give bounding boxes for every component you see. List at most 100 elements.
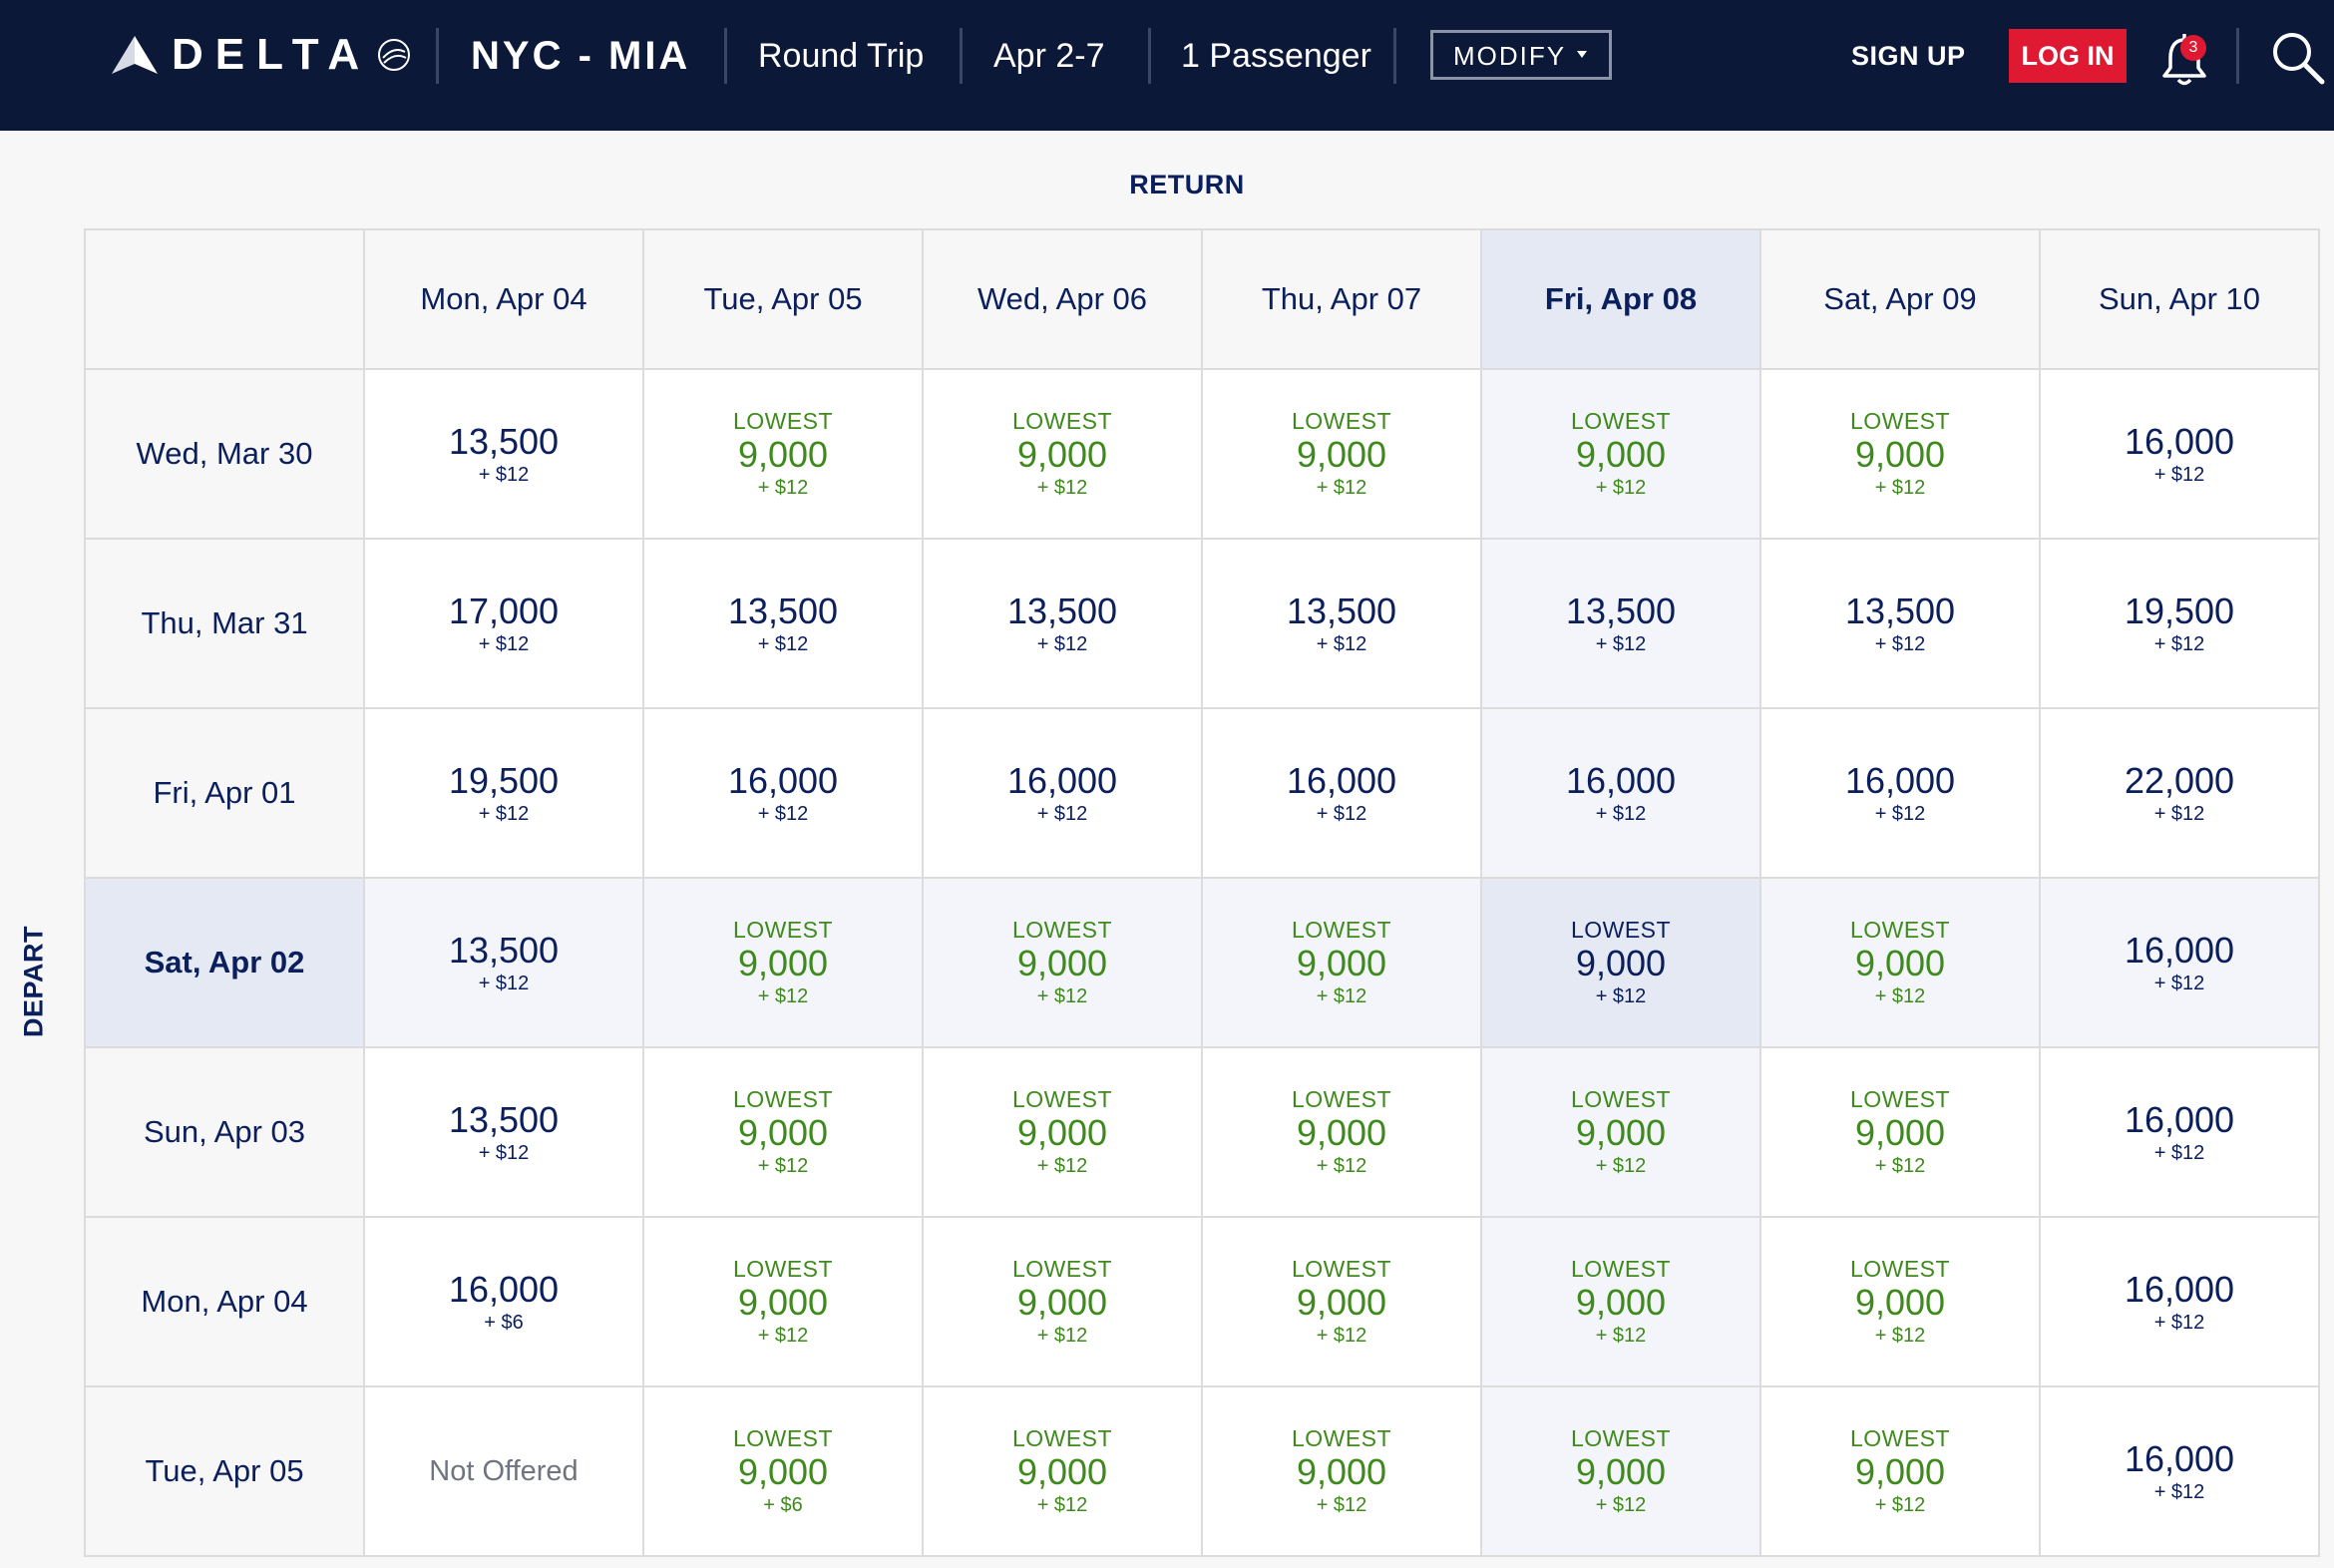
depart-date-header[interactable]: Fri, Apr 01	[86, 709, 365, 879]
fare-fee: + $12	[1316, 477, 1367, 499]
fare-fee: + $12	[1316, 1155, 1367, 1177]
fare-cell[interactable]: LOWEST 9,000 + $12	[1203, 1048, 1482, 1218]
return-date-header[interactable]: Fri, Apr 08	[1482, 230, 1761, 370]
fare-cell[interactable]: LOWEST 9,000 + $12	[1203, 1387, 1482, 1557]
fare-cell[interactable]: 13,500 + $12	[1761, 540, 2041, 709]
fare-cell[interactable]: 16,000 + $12	[924, 709, 1203, 879]
fare-miles: 16,000	[448, 1269, 560, 1310]
lowest-badge: LOWEST	[732, 1425, 834, 1451]
lowest-badge: LOWEST	[1011, 917, 1113, 943]
fare-miles: 9,000	[1575, 1282, 1667, 1323]
fare-cell[interactable]: 16,000 + $12	[2041, 1048, 2320, 1218]
fare-cell[interactable]: 16,000 + $12	[2041, 370, 2320, 540]
fare-cell[interactable]: LOWEST 9,000 + $12	[644, 879, 924, 1048]
return-date-header[interactable]: Tue, Apr 05	[644, 230, 924, 370]
sign-up-link[interactable]: SIGN UP	[1851, 41, 1966, 71]
log-in-button[interactable]: LOG IN	[2009, 29, 2127, 83]
fare-miles: 9,000	[1854, 1282, 1946, 1323]
return-date-header[interactable]: Mon, Apr 04	[365, 230, 644, 370]
fare-fee: + $12	[757, 477, 809, 499]
fare-cell[interactable]: LOWEST 9,000 + $12	[924, 370, 1203, 540]
depart-date-header[interactable]: Thu, Mar 31	[86, 540, 365, 709]
depart-date-header[interactable]: Mon, Apr 04	[86, 1218, 365, 1387]
fare-cell[interactable]: LOWEST 9,000 + $12	[924, 1048, 1203, 1218]
fare-cell[interactable]: LOWEST 9,000 + $12	[1761, 1387, 2041, 1557]
fare-cell[interactable]: 16,000 + $12	[644, 709, 924, 879]
fare-cell[interactable]: 16,000 + $12	[1761, 709, 2041, 879]
fare-miles: 22,000	[2124, 760, 2235, 801]
fare-cell[interactable]: LOWEST 9,000 + $12	[1761, 1048, 2041, 1218]
fare-cell[interactable]: LOWEST 9,000 + $12	[1761, 1218, 2041, 1387]
depart-date-header[interactable]: Sun, Apr 03	[86, 1048, 365, 1218]
fare-cell[interactable]: 13,500 + $12	[644, 540, 924, 709]
fare-fee: + $12	[478, 803, 530, 825]
fare-cell[interactable]: 16,000 + $12	[1203, 709, 1482, 879]
fare-cell[interactable]: 13,500 + $12	[924, 540, 1203, 709]
fare-cell[interactable]: LOWEST 9,000 + $12	[1761, 370, 2041, 540]
fare-cell[interactable]: LOWEST 9,000 + $12	[924, 879, 1203, 1048]
fare-cell[interactable]: LOWEST 9,000 + $12	[1482, 370, 1761, 540]
modify-search-button[interactable]: MODIFY	[1430, 30, 1612, 80]
fare-cell[interactable]: LOWEST 9,000 + $12	[1482, 1048, 1761, 1218]
return-date-header[interactable]: Wed, Apr 06	[924, 230, 1203, 370]
fare-cell[interactable]: 13,500 + $12	[1203, 540, 1482, 709]
header-divider	[724, 28, 727, 84]
fare-cell[interactable]: LOWEST 9,000 + $12	[644, 370, 924, 540]
fare-miles: 9,000	[1296, 1282, 1387, 1323]
fare-cell[interactable]: LOWEST 9,000 + $12	[1203, 879, 1482, 1048]
fare-fee: + $12	[2153, 633, 2205, 655]
fare-miles: 13,500	[1844, 590, 1956, 631]
fare-cell[interactable]: LOWEST 9,000 + $12	[1761, 879, 2041, 1048]
lowest-badge: LOWEST	[1291, 1256, 1392, 1282]
lowest-badge: LOWEST	[1011, 1086, 1113, 1112]
delta-logo[interactable]: DELTA	[112, 30, 413, 80]
fare-cell[interactable]: LOWEST 9,000 + $12	[644, 1048, 924, 1218]
return-date-header[interactable]: Thu, Apr 07	[1203, 230, 1482, 370]
fare-miles: 9,000	[1296, 1451, 1387, 1492]
fare-fee: + $12	[1036, 477, 1088, 499]
fare-cell[interactable]: 17,000 + $12	[365, 540, 644, 709]
fare-miles: 9,000	[1016, 1112, 1108, 1153]
fare-cell[interactable]: LOWEST 9,000 + $12	[1482, 1218, 1761, 1387]
fare-fee: + $12	[478, 633, 530, 655]
header-divider	[1148, 28, 1151, 84]
fare-cell[interactable]: LOWEST 9,000 + $12	[924, 1218, 1203, 1387]
lowest-badge: LOWEST	[1849, 408, 1951, 434]
return-date-header[interactable]: Sat, Apr 09	[1761, 230, 2041, 370]
fare-cell[interactable]: LOWEST 9,000 + $6	[644, 1387, 924, 1557]
fare-cell[interactable]: LOWEST 9,000 + $12	[1203, 370, 1482, 540]
fare-cell[interactable]: LOWEST 9,000 + $12	[1203, 1218, 1482, 1387]
fare-cell[interactable]: LOWEST 9,000 + $12	[644, 1218, 924, 1387]
fare-cell[interactable]: 16,000 + $12	[1482, 709, 1761, 879]
search-icon[interactable]	[2270, 30, 2326, 86]
fare-cell[interactable]: 16,000 + $12	[2041, 1387, 2320, 1557]
fare-miles: 16,000	[1844, 760, 1956, 801]
caret-down-icon	[1577, 51, 1587, 58]
fare-cell[interactable]: 13,500 + $12	[365, 879, 644, 1048]
fare-cell[interactable]: LOWEST 9,000 + $12	[924, 1387, 1203, 1557]
fare-cell[interactable]: LOWEST 9,000 + $12	[1482, 1387, 1761, 1557]
depart-date-header[interactable]: Sat, Apr 02	[86, 879, 365, 1048]
fare-fee: + $12	[757, 1325, 809, 1347]
fare-cell[interactable]: 13,500 + $12	[365, 370, 644, 540]
return-date-header[interactable]: Sun, Apr 10	[2041, 230, 2320, 370]
fare-miles: 16,000	[2124, 930, 2235, 971]
fare-cell[interactable]: 16,000 + $12	[2041, 879, 2320, 1048]
header-divider	[1393, 28, 1396, 84]
lowest-badge: LOWEST	[1849, 1425, 1951, 1451]
fare-cell[interactable]: 13,500 + $12	[365, 1048, 644, 1218]
fare-cell[interactable]: 16,000 + $6	[365, 1218, 644, 1387]
depart-date-header[interactable]: Wed, Mar 30	[86, 370, 365, 540]
fare-cell[interactable]: 13,500 + $12	[1482, 540, 1761, 709]
fare-cell[interactable]: 16,000 + $12	[2041, 1218, 2320, 1387]
fare-miles: 9,000	[1016, 1451, 1108, 1492]
fare-cell[interactable]: 19,500 + $12	[2041, 540, 2320, 709]
fare-miles: 16,000	[2124, 1099, 2235, 1140]
depart-date-header[interactable]: Tue, Apr 05	[86, 1387, 365, 1557]
fare-cell[interactable]: 22,000 + $12	[2041, 709, 2320, 879]
fare-cell[interactable]: LOWEST 9,000 + $12	[1482, 879, 1761, 1048]
fare-fee: + $12	[1595, 1325, 1647, 1347]
lowest-badge: LOWEST	[1011, 1425, 1113, 1451]
fare-cell[interactable]: 19,500 + $12	[365, 709, 644, 879]
fare-fee: + $12	[1036, 1494, 1088, 1516]
